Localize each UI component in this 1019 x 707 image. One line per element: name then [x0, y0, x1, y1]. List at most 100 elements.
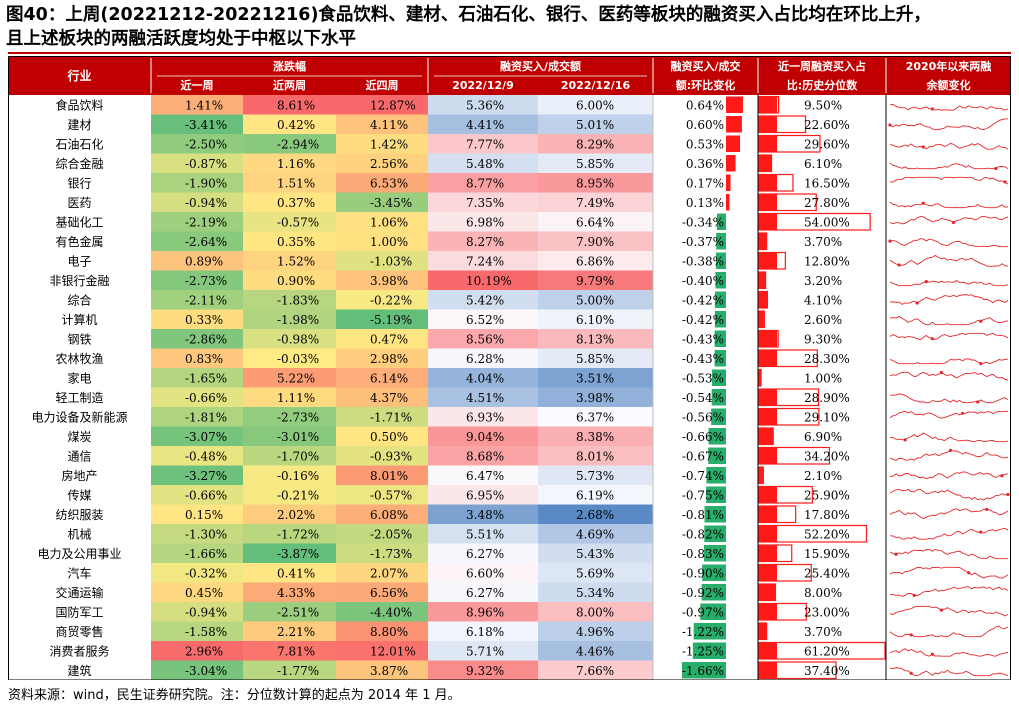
cell-bg-r2 [538, 602, 653, 622]
cell-bg-r2 [538, 407, 653, 427]
cell-r1: 6.27% [466, 586, 504, 600]
bar-percentile-fill [759, 623, 767, 640]
cell-bg-r2 [538, 251, 653, 271]
cell-w1: -0.94% [185, 605, 227, 619]
cell-industry: 计算机 [61, 312, 97, 327]
cell-r1: 7.24% [466, 254, 504, 268]
cell-bg-w4 [336, 212, 428, 232]
trend-sparkline [889, 358, 1009, 365]
cell-bg-w2 [243, 231, 336, 251]
trend-marker [979, 319, 983, 323]
cell-r1: 5.48% [466, 157, 504, 171]
cell-bg-w1 [151, 641, 243, 661]
cell-r1: 5.71% [466, 644, 504, 658]
cell-bg-r2 [538, 153, 653, 173]
cell-percentile: 9.50% [804, 98, 842, 112]
cell-w2: -2.51% [277, 605, 319, 619]
bar-percentile-fill [759, 603, 777, 620]
cell-ratio-change: -0.42% [682, 293, 724, 307]
cell-bg-w2 [243, 153, 336, 173]
cell-w1: 0.83% [185, 352, 223, 366]
cell-bg-w1 [151, 602, 243, 622]
cell-bg-w4 [336, 231, 428, 251]
cell-ratio-change: -0.92% [682, 586, 724, 600]
cell-bg-w1 [151, 270, 243, 290]
bar-ratio-change [708, 447, 726, 464]
cell-w2: 1.11% [277, 391, 315, 405]
cell-w1: -0.94% [185, 196, 227, 210]
cell-bg-w4 [336, 173, 428, 193]
cell-r2: 6.64% [576, 215, 614, 229]
bar-ratio-change [726, 135, 741, 152]
cell-w4: -1.71% [370, 410, 412, 424]
cell-bg-r1 [428, 387, 538, 407]
bar-percentile-fill [759, 272, 766, 289]
cell-bg-w1 [151, 329, 243, 349]
cell-bg-w2 [243, 348, 336, 368]
cell-ratio-change: -1.66% [682, 664, 724, 678]
cell-r1: 6.98% [466, 215, 504, 229]
cell-industry: 家电 [67, 370, 91, 385]
cell-percentile: 6.90% [804, 430, 842, 444]
cell-w4: 1.00% [370, 235, 408, 249]
cell-r1: 6.47% [466, 469, 504, 483]
cell-w2: 7.81% [277, 644, 315, 658]
trend-sparkline [889, 508, 1009, 519]
bar-ratio-change [693, 623, 726, 640]
cell-industry: 电力设备及新能源 [31, 409, 127, 424]
cell-r1: 8.68% [466, 449, 504, 463]
header-trend-line1: 2020年以来两融 [906, 59, 992, 73]
cell-bg-w4 [336, 95, 428, 115]
cell-bg-r1 [428, 485, 538, 505]
cell-bg-w1 [151, 95, 243, 115]
cell-bg-r2 [538, 134, 653, 154]
cell-bg-w4 [336, 348, 428, 368]
cell-percentile: 4.10% [804, 293, 842, 307]
cell-bg-r1 [428, 270, 538, 290]
trend-marker [915, 301, 919, 305]
cell-bg-w2 [243, 387, 336, 407]
trend-marker [979, 362, 983, 366]
bar-ratio-change [714, 291, 726, 308]
cell-r2: 8.29% [576, 137, 614, 151]
cell-bg-w2 [243, 543, 336, 563]
trend-marker [979, 530, 983, 534]
cell-w2: 0.37% [277, 196, 315, 210]
cell-bg-w1 [151, 368, 243, 388]
cell-r1: 7.35% [466, 196, 504, 210]
cell-bg-r1 [428, 582, 538, 602]
cell-bg-w2 [243, 368, 336, 388]
cell-ratio-change: -0.67% [682, 449, 724, 463]
cell-bg-w1 [151, 426, 243, 446]
cell-ratio-change: -0.83% [682, 547, 724, 561]
cell-percentile: 28.90% [804, 391, 850, 405]
cell-bg-r2 [538, 368, 653, 388]
cell-r1: 4.51% [466, 391, 504, 405]
cell-w4: 2.07% [370, 566, 408, 580]
cell-industry: 纺织服装 [55, 508, 103, 522]
cell-w1: -0.32% [185, 566, 227, 580]
cell-percentile: 52.20% [804, 527, 850, 541]
cell-w1: -1.90% [185, 176, 227, 190]
cell-w4: 6.56% [370, 586, 408, 600]
cell-industry: 综合金融 [55, 156, 103, 171]
header-week: 近一周 [181, 78, 214, 92]
bar-percentile-fill [759, 213, 777, 230]
cell-w1: -1.58% [185, 625, 227, 639]
figure-title-line2: 且上述板块的两融活跃度均处于中枢以下水平 [6, 29, 356, 49]
cell-industry: 机械 [67, 526, 91, 541]
cell-r1: 9.32% [466, 664, 504, 678]
cell-w2: -1.72% [277, 527, 319, 541]
trend-sparkline [889, 667, 1009, 677]
cell-w2: 0.42% [277, 118, 315, 132]
bar-percentile-fill [759, 233, 767, 250]
trend-marker [967, 571, 971, 575]
trend-sparkline [889, 471, 1009, 480]
cell-bg-r1 [428, 504, 538, 524]
cell-bg-w2 [243, 114, 336, 134]
cell-r1: 6.52% [466, 313, 504, 327]
cell-bg-w4 [336, 582, 428, 602]
cell-ratio-change: -0.74% [682, 469, 724, 483]
cell-r2: 6.19% [576, 488, 614, 502]
cell-r2: 9.79% [576, 274, 614, 288]
